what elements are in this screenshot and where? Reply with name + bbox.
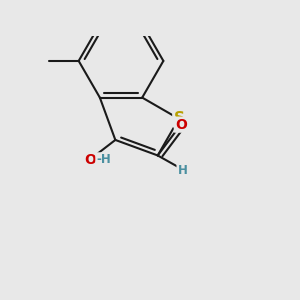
Text: O: O: [84, 153, 96, 167]
Text: -H: -H: [96, 153, 111, 166]
Text: S: S: [173, 111, 184, 126]
Text: O: O: [175, 118, 187, 132]
Text: H: H: [177, 164, 187, 177]
Text: Cl: Cl: [152, 0, 167, 1]
